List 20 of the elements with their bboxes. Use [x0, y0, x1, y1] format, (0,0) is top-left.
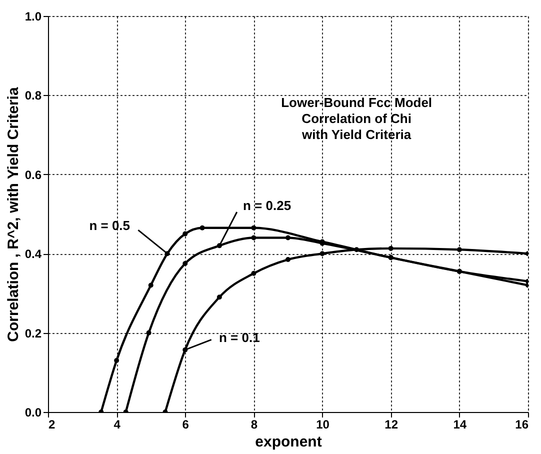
- x-tick-label: 6: [182, 418, 190, 432]
- y-tick-label: 0.6: [24, 168, 42, 182]
- text: Lower-Bound Fcc Model Correlation of Chi with Yield Criteria: [281, 95, 432, 142]
- y-tick-label: 0.0: [24, 406, 42, 420]
- x-tick-label: 4: [114, 418, 121, 432]
- series-label: n = 0.25: [243, 198, 292, 214]
- text: n = 0.5: [89, 218, 130, 233]
- y-tick-label: 0.8: [24, 88, 42, 103]
- x-tick-label: 8: [250, 418, 258, 432]
- y-tick-label: 1.0: [24, 10, 42, 24]
- x-tick-label: 16: [515, 418, 529, 432]
- x-axis-title: exponent: [255, 434, 322, 450]
- x-tick-label: 10: [316, 418, 330, 432]
- x-tick-label: 12: [384, 418, 398, 432]
- legend-label: n = 0.1: [219, 330, 260, 345]
- x-tick-label: 2: [48, 418, 56, 432]
- y-axis-title: Correlation , R^2, with Yield Criteria: [4, 86, 22, 342]
- x-tick-label: 14: [453, 418, 467, 432]
- y-tick-label: 0.2: [24, 326, 42, 340]
- y-tick-label: 0.4: [24, 247, 42, 262]
